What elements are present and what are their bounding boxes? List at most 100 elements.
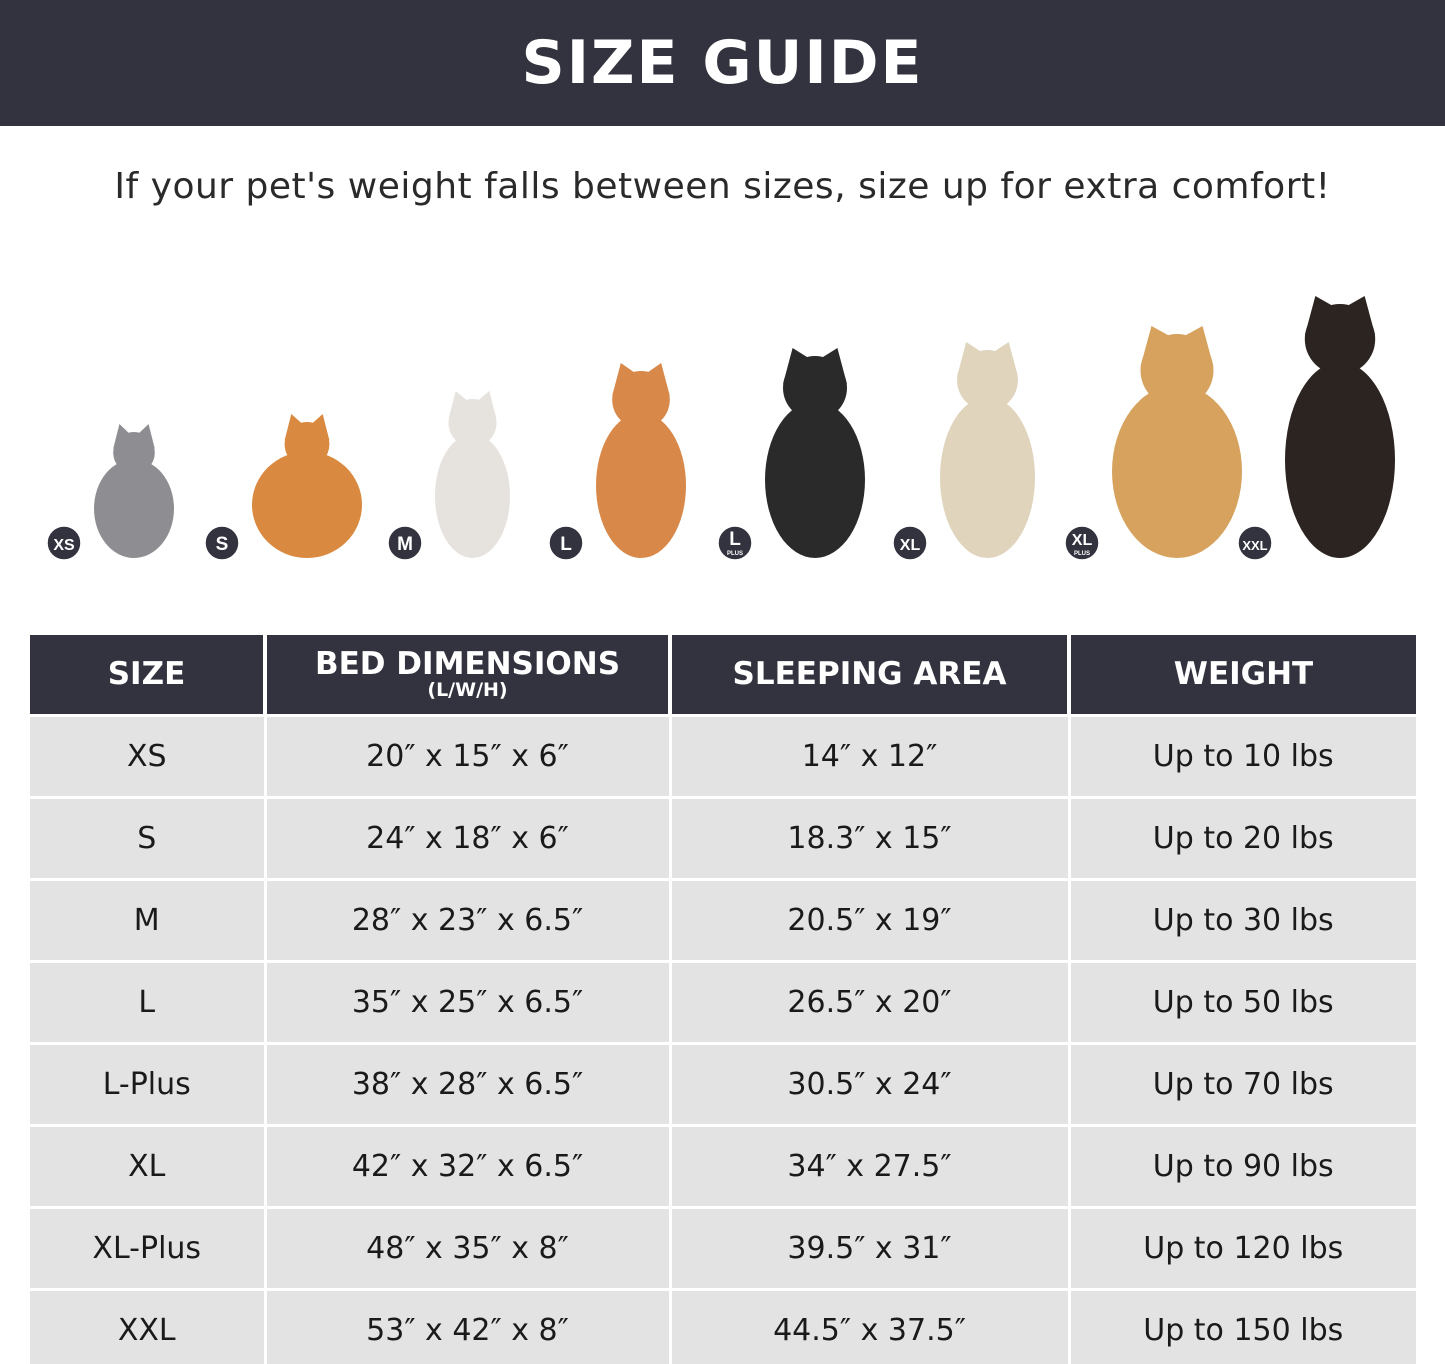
cell-weight: Up to 30 lbs [1067,878,1416,962]
pet-head [1304,304,1376,375]
cell-weight: Up to 50 lbs [1067,960,1416,1044]
table-row: XS 20″ x 15″ x 6″ 14″ x 12″ Up to 10 lbs [30,714,1416,798]
pet-ear [448,391,468,419]
size-badge: S [204,525,240,561]
size-badge: XL [892,525,928,561]
header-weight: WEIGHT [1067,635,1416,716]
badge-label: XL [900,537,921,554]
pet-ear [993,342,1018,377]
pet-ear [1304,296,1333,336]
badge-circle [1237,525,1273,561]
badge-sub-label: PLUS [727,551,743,557]
pet-ear [113,424,130,449]
size-badge: XL PLUS [1064,525,1100,561]
badge-label: S [216,534,229,555]
table-row: S 24″ x 18″ x 6″ 18.3″ x 15″ Up to 20 lbs [30,796,1416,880]
header-bed-sub: (L/W/H) [427,678,508,701]
cell-bed: 38″ x 28″ x 6.5″ [263,1042,670,1126]
cell-sleeping: 26.5″ x 20″ [668,960,1069,1044]
badge-circle [892,525,928,561]
pet-ear [1140,326,1170,367]
pet-ear [612,363,636,396]
cell-sleeping: 18.3″ x 15″ [668,796,1069,880]
cell-sleeping: 34″ x 27.5″ [668,1124,1069,1208]
pet-body [765,401,865,558]
pet-ear [1184,326,1214,367]
pet-body [596,412,686,558]
pet-ear [311,414,330,441]
pet-head [1140,334,1214,407]
cell-bed: 20″ x 15″ x 6″ [263,714,670,798]
pet-doberman [1285,296,1395,558]
cell-size: XS [30,714,265,798]
badge-label: XXL [1242,538,1267,553]
cell-size: XXL [30,1288,265,1364]
table-row: L 35″ x 25″ x 6.5″ 26.5″ x 20″ Up to 50 lbs [30,960,1416,1044]
cell-weight: Up to 120 lbs [1067,1206,1416,1290]
badge-circle [717,525,753,561]
badge-label: XL [1072,532,1093,549]
table-row: M 28″ x 23″ x 6.5″ 20.5″ x 19″ Up to 30 lbs [30,878,1416,962]
size-badge: XXL [1237,525,1273,561]
badge-label: XS [53,537,75,554]
pet-body [940,396,1035,558]
pet-golden-retriever [1112,326,1242,558]
pet-ear [1347,296,1376,336]
cell-sleeping: 20.5″ x 19″ [668,878,1069,962]
cell-size: M [30,878,265,962]
pet-head [448,399,497,447]
title-banner: SIZE GUIDE [0,0,1445,126]
cell-weight: Up to 10 lbs [1067,714,1416,798]
cell-sleeping: 39.5″ x 31″ [668,1206,1069,1290]
pet-body [94,459,174,558]
table-row: XL-Plus 48″ x 35″ x 8″ 39.5″ x 31″ Up to 12… [30,1206,1416,1290]
pet-british-shorthair-cat [94,424,174,558]
badge-label: L [560,534,572,555]
cell-size: S [30,796,265,880]
cell-weight: Up to 150 lbs [1067,1288,1416,1364]
cell-bed: 42″ x 32″ x 6.5″ [263,1124,670,1208]
cell-sleeping: 44.5″ x 37.5″ [668,1288,1069,1364]
pet-border-collie [765,348,865,558]
table-row: XL 42″ x 32″ x 6.5″ 34″ x 27.5″ Up to 90 lb… [30,1124,1416,1208]
badge-label: M [397,534,413,555]
pet-head [957,350,1018,411]
size-badge: XS [46,525,82,561]
header-bed-label: BED DIMENSIONS [314,646,621,683]
pet-body [1112,384,1242,558]
cell-bed: 24″ x 18″ x 6″ [263,796,670,880]
cell-size: L [30,960,265,1044]
cell-bed: 28″ x 23″ x 6.5″ [263,878,670,962]
cell-weight: Up to 20 lbs [1067,796,1416,880]
sizing-tip: If your pet's weight falls between sizes… [114,166,1331,207]
badge-circle [204,525,240,561]
pet-body [435,434,510,558]
cell-weight: Up to 90 lbs [1067,1124,1416,1208]
pet-ear [138,424,155,449]
pet-head [612,371,670,429]
pet-head [113,432,155,474]
pet-ear [477,391,497,419]
pet-ear [783,348,809,384]
cell-sleeping: 14″ x 12″ [668,714,1069,798]
table-row: L-Plus 38″ x 28″ x 6.5″ 30.5″ x 24″ Up to 7… [30,1042,1416,1126]
header-size: SIZE [30,635,265,716]
badge-label: L [729,529,741,550]
size-table: SIZE BED DIMENSIONS (L/W/H) SLEEPING AREA… [30,635,1416,1364]
header-bed-dimensions: BED DIMENSIONS (L/W/H) [263,635,670,716]
pet-shiba-inu [596,363,686,558]
pet-body [1285,361,1395,558]
badge-circle [1064,525,1100,561]
pet-ear [646,363,670,396]
header-sleeping-area: SLEEPING AREA [668,635,1069,716]
pet-ear [821,348,847,384]
badge-sub-label: PLUS [1074,551,1090,557]
cell-size: XL [30,1124,265,1208]
pet-head [783,356,847,420]
cell-bed: 48″ x 35″ x 8″ [263,1206,670,1290]
badge-circle [46,525,82,561]
cell-bed: 53″ x 42″ x 8″ [263,1288,670,1364]
size-badge: M [387,525,423,561]
